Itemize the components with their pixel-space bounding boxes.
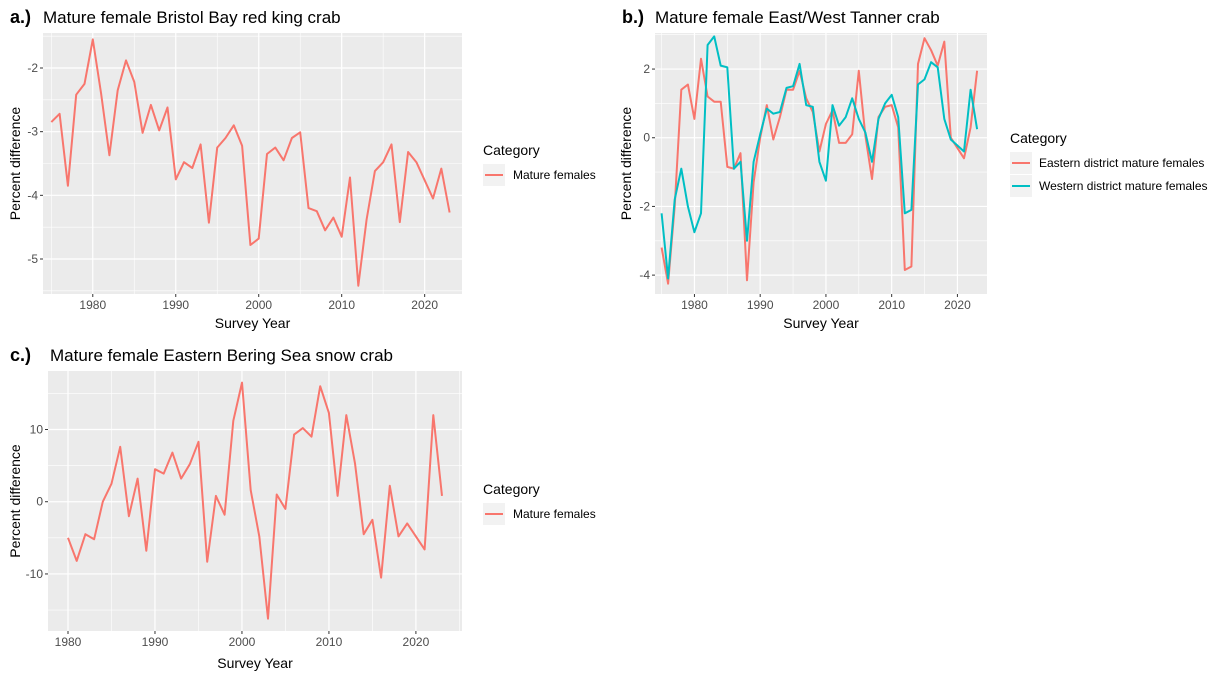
y-tick-label: -10 [26, 567, 44, 581]
y-tick-label: -5 [27, 252, 38, 266]
panel-a-title: Mature female Bristol Bay red king crab [43, 8, 341, 27]
panel-c-y-axis-title: Percent difference [7, 444, 23, 558]
panel-c-plot-area [48, 371, 462, 631]
panel-b-tag: b.) [622, 7, 644, 27]
panel-b-legend: Category Eastern district mature females… [1010, 130, 1208, 197]
x-tick-label: 2010 [328, 298, 355, 312]
panel-c-legend-title: Category [483, 481, 540, 497]
x-tick-label: 2010 [878, 298, 905, 312]
x-tick-label: 1980 [79, 298, 106, 312]
panel-a-y-ticks: -5 -4 -3 -2 [27, 61, 43, 266]
x-tick-label: 2000 [229, 635, 256, 649]
x-tick-label: 2020 [411, 298, 438, 312]
panel-c-tag: c.) [10, 345, 31, 365]
panel-a-tag: a.) [10, 7, 31, 27]
y-tick-label: 0 [643, 131, 650, 145]
panel-c-title: Mature female Eastern Bering Sea snow cr… [50, 346, 393, 365]
panel-a-x-ticks: 1980 1990 2000 2010 2020 [79, 294, 438, 312]
x-tick-label: 2020 [403, 635, 430, 649]
panel-b-legend-label-eastern: Eastern district mature females [1039, 156, 1204, 170]
y-tick-label: 10 [30, 423, 44, 437]
y-tick-label: -2 [639, 199, 650, 213]
series-line-a-0 [50, 38, 451, 287]
panel-b-title: Mature female East/West Tanner crab [655, 8, 940, 27]
x-tick-label: 2000 [813, 298, 840, 312]
panel-b-x-axis-title: Survey Year [783, 315, 859, 331]
panel-c-legend: Category Mature females [483, 481, 596, 525]
panel-a-legend-title: Category [483, 142, 540, 158]
x-tick-label: 1990 [142, 635, 169, 649]
panel-a-legend: Category Mature females [483, 142, 596, 186]
series-line-c-0 [67, 381, 443, 620]
y-tick-label: 0 [36, 495, 43, 509]
y-tick-label: -4 [639, 268, 650, 282]
x-tick-label: 1980 [681, 298, 708, 312]
y-tick-label: -3 [27, 125, 38, 139]
panel-a-gridlines [43, 33, 462, 294]
panel-b-legend-label-western: Western district mature females [1039, 179, 1208, 193]
panel-c-x-ticks: 1980 1990 2000 2010 2020 [55, 631, 430, 649]
panel-b: b.) Mature female East/West Tanner crab … [618, 7, 1208, 331]
x-tick-label: 1980 [55, 635, 82, 649]
panel-c-legend-label: Mature females [513, 507, 596, 521]
panel-b-x-ticks: 1980 1990 2000 2010 2020 [681, 294, 971, 312]
panel-a: a.) Mature female Bristol Bay red king c… [7, 7, 596, 331]
panel-b-legend-title: Category [1010, 130, 1067, 146]
panel-b-y-axis-title: Percent difference [618, 107, 634, 221]
panel-c-series-lines [67, 381, 443, 620]
x-tick-label: 1990 [162, 298, 189, 312]
panel-c: c.) Mature female Eastern Bering Sea sno… [7, 345, 596, 671]
x-tick-label: 2020 [944, 298, 971, 312]
x-tick-label: 2000 [245, 298, 272, 312]
panel-a-legend-label: Mature females [513, 168, 596, 182]
x-tick-label: 2010 [316, 635, 343, 649]
y-tick-label: -4 [27, 188, 38, 202]
panel-c-x-axis-title: Survey Year [217, 655, 293, 671]
y-tick-label: 2 [643, 62, 650, 76]
x-tick-label: 1990 [747, 298, 774, 312]
panel-a-x-axis-title: Survey Year [215, 315, 291, 331]
panel-a-series-lines [50, 38, 451, 287]
panel-a-y-axis-title: Percent difference [7, 107, 23, 221]
series-line-b-1 [660, 35, 979, 280]
y-tick-label: -2 [27, 61, 38, 75]
panel-b-series-lines [660, 35, 979, 285]
panel-c-y-ticks: -10 0 10 [26, 423, 48, 581]
panel-b-y-ticks: -4 -2 0 2 [639, 62, 655, 282]
